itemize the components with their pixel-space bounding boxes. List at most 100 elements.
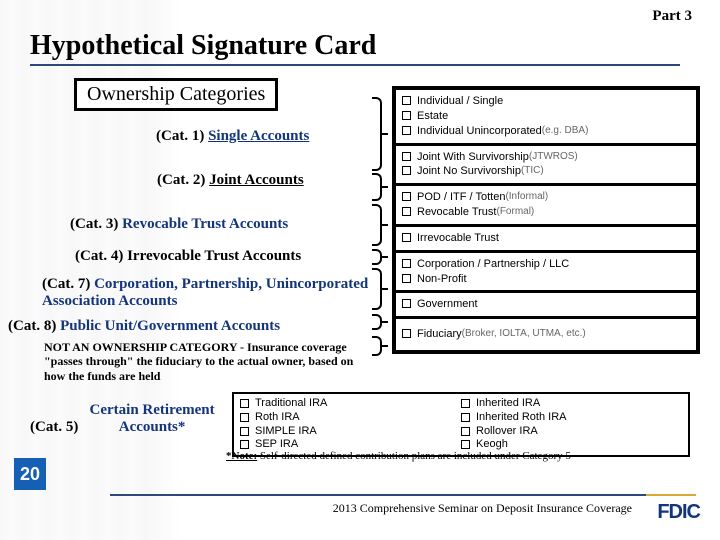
- checkbox-item: Joint No Survivorship (TIC): [402, 164, 690, 179]
- brace-icon: [372, 173, 382, 201]
- brace-icon: [372, 336, 382, 356]
- cat1-label: (Cat. 1): [156, 128, 204, 144]
- checkbox-sublabel: (TIC): [521, 164, 544, 178]
- checkbox-item: Corporation / Partnership / LLC: [402, 257, 690, 272]
- checkbox-label: Non-Profit: [417, 272, 467, 287]
- checkbox-item: Roth IRA: [240, 411, 461, 425]
- checkbox-sublabel: (e.g. DBA): [542, 124, 589, 138]
- checkbox-icon: [240, 440, 249, 449]
- cat3-text: Revocable Trust Accounts: [122, 216, 288, 232]
- checkbox-item: Individual / Single: [402, 94, 690, 109]
- checkbox-sublabel: (Broker, IOLTA, UTMA, etc.): [462, 327, 586, 341]
- checkbox-icon: [461, 427, 470, 436]
- ira-col-1: Traditional IRARoth IRASIMPLE IRASEP IRA: [240, 397, 461, 452]
- panel-group-1: Individual / SingleEstateIndividual Unin…: [396, 90, 696, 146]
- cat5-label: (Cat. 5): [30, 419, 78, 435]
- category-1: (Cat. 1) Single Accounts: [156, 128, 309, 145]
- panel-group-3: POD / ITF / Totten (Informal)Revocable T…: [396, 186, 696, 227]
- part-label: Part 3: [652, 8, 692, 25]
- panel-group-2: Joint With Survivorship (JTWROS)Joint No…: [396, 146, 696, 187]
- category-2: (Cat. 2) Joint Accounts: [157, 172, 304, 189]
- checkbox-icon: [402, 152, 411, 161]
- note5-rest: Self-directed defined contribution plans…: [257, 450, 571, 462]
- checkbox-label: Estate: [417, 109, 448, 124]
- checkbox-item: Government: [402, 297, 690, 312]
- checkbox-icon: [402, 299, 411, 308]
- checkbox-label: Traditional IRA: [255, 397, 327, 411]
- brace-icon: [372, 97, 382, 171]
- checkbox-label: POD / ITF / Totten: [417, 190, 505, 205]
- cat7-label: (Cat. 7): [42, 276, 90, 292]
- category-3: (Cat. 3) Revocable Trust Accounts: [70, 216, 288, 233]
- category-4: (Cat. 4) Irrevocable Trust Accounts: [75, 248, 301, 265]
- footer-accent: [646, 494, 696, 496]
- cat2-text: Joint Accounts: [209, 172, 304, 188]
- checkbox-label: Joint With Survivorship: [417, 150, 529, 165]
- checkbox-label: Individual / Single: [417, 94, 503, 109]
- checkbox-label: Government: [417, 297, 478, 312]
- cat8-label: (Cat. 8): [8, 318, 56, 334]
- checkbox-icon: [402, 96, 411, 105]
- checkbox-sublabel: (JTWROS): [529, 150, 578, 164]
- brace-icon: [372, 204, 382, 246]
- checkbox-label: Joint No Survivorship: [417, 164, 521, 179]
- checkbox-icon: [402, 207, 411, 216]
- checkbox-item: Irrevocable Trust: [402, 231, 690, 246]
- checkbox-icon: [402, 259, 411, 268]
- checkbox-item: Fiduciary (Broker, IOLTA, UTMA, etc.): [402, 327, 690, 342]
- checkbox-item: POD / ITF / Totten (Informal): [402, 190, 690, 205]
- checkbox-item: SIMPLE IRA: [240, 425, 461, 439]
- ira-panel: Traditional IRARoth IRASIMPLE IRASEP IRA…: [232, 392, 690, 457]
- checkbox-icon: [461, 399, 470, 408]
- checkbox-icon: [402, 126, 411, 135]
- cat5-text: Certain Retirement Accounts*: [90, 402, 215, 435]
- checkbox-label: Rollover IRA: [476, 425, 538, 439]
- footer-rule: [110, 494, 696, 496]
- checkbox-item: Individual Unincorporated (e.g. DBA): [402, 124, 690, 139]
- cat1-text: Single Accounts: [208, 128, 309, 144]
- category-8: (Cat. 8) Public Unit/Government Accounts: [8, 318, 280, 335]
- cat3-label: (Cat. 3): [70, 216, 118, 232]
- cat4-label: (Cat. 4): [75, 248, 123, 264]
- checkbox-item: Revocable Trust (Formal): [402, 205, 690, 220]
- checkbox-icon: [461, 440, 470, 449]
- checkbox-icon: [402, 166, 411, 175]
- fdic-logo: FDIC: [657, 501, 700, 524]
- checkbox-label: SIMPLE IRA: [255, 425, 317, 439]
- checkbox-item: Inherited IRA: [461, 397, 682, 411]
- panel-group-6: Government: [396, 293, 696, 319]
- checkbox-label: Inherited Roth IRA: [476, 411, 567, 425]
- checkbox-label: Irrevocable Trust: [417, 231, 499, 246]
- brace-icon: [372, 249, 382, 265]
- cat8-text: Public Unit/Government Accounts: [60, 318, 280, 334]
- checkbox-item: Rollover IRA: [461, 425, 682, 439]
- checkbox-label: Corporation / Partnership / LLC: [417, 257, 569, 272]
- panel-group-7: Fiduciary (Broker, IOLTA, UTMA, etc.): [396, 319, 696, 350]
- checkbox-item: Non-Profit: [402, 272, 690, 287]
- ira-col-2: Inherited IRAInherited Roth IRARollover …: [461, 397, 682, 452]
- signature-card-panel: Individual / SingleEstateIndividual Unin…: [392, 86, 700, 354]
- panel-group-4: Irrevocable Trust: [396, 227, 696, 253]
- cat2-label: (Cat. 2): [157, 172, 205, 188]
- checkbox-label: Inherited IRA: [476, 397, 540, 411]
- checkbox-icon: [240, 399, 249, 408]
- panel-group-5: Corporation / Partnership / LLCNon-Profi…: [396, 253, 696, 294]
- checkbox-icon: [240, 427, 249, 436]
- note5-bold: *Note:: [226, 450, 257, 462]
- checkbox-sublabel: (Informal): [505, 190, 548, 204]
- category-5: (Cat. 5) Certain Retirement Accounts*: [30, 402, 222, 436]
- checkbox-label: Roth IRA: [255, 411, 300, 425]
- page-number-badge: 20: [14, 458, 46, 490]
- brace-icon: [372, 314, 382, 330]
- checkbox-item: Traditional IRA: [240, 397, 461, 411]
- slide-title: Hypothetical Signature Card: [30, 30, 680, 66]
- checkbox-icon: [402, 329, 411, 338]
- checkbox-label: Revocable Trust: [417, 205, 496, 220]
- brace-icon: [372, 268, 382, 310]
- checkbox-icon: [240, 413, 249, 422]
- footer-text: 2013 Comprehensive Seminar on Deposit In…: [333, 501, 632, 516]
- category-7: (Cat. 7) Corporation, Partnership, Uninc…: [42, 276, 372, 310]
- cat4-text: Irrevocable Trust Accounts: [127, 248, 301, 264]
- checkbox-label: Fiduciary: [417, 327, 462, 342]
- checkbox-icon: [402, 274, 411, 283]
